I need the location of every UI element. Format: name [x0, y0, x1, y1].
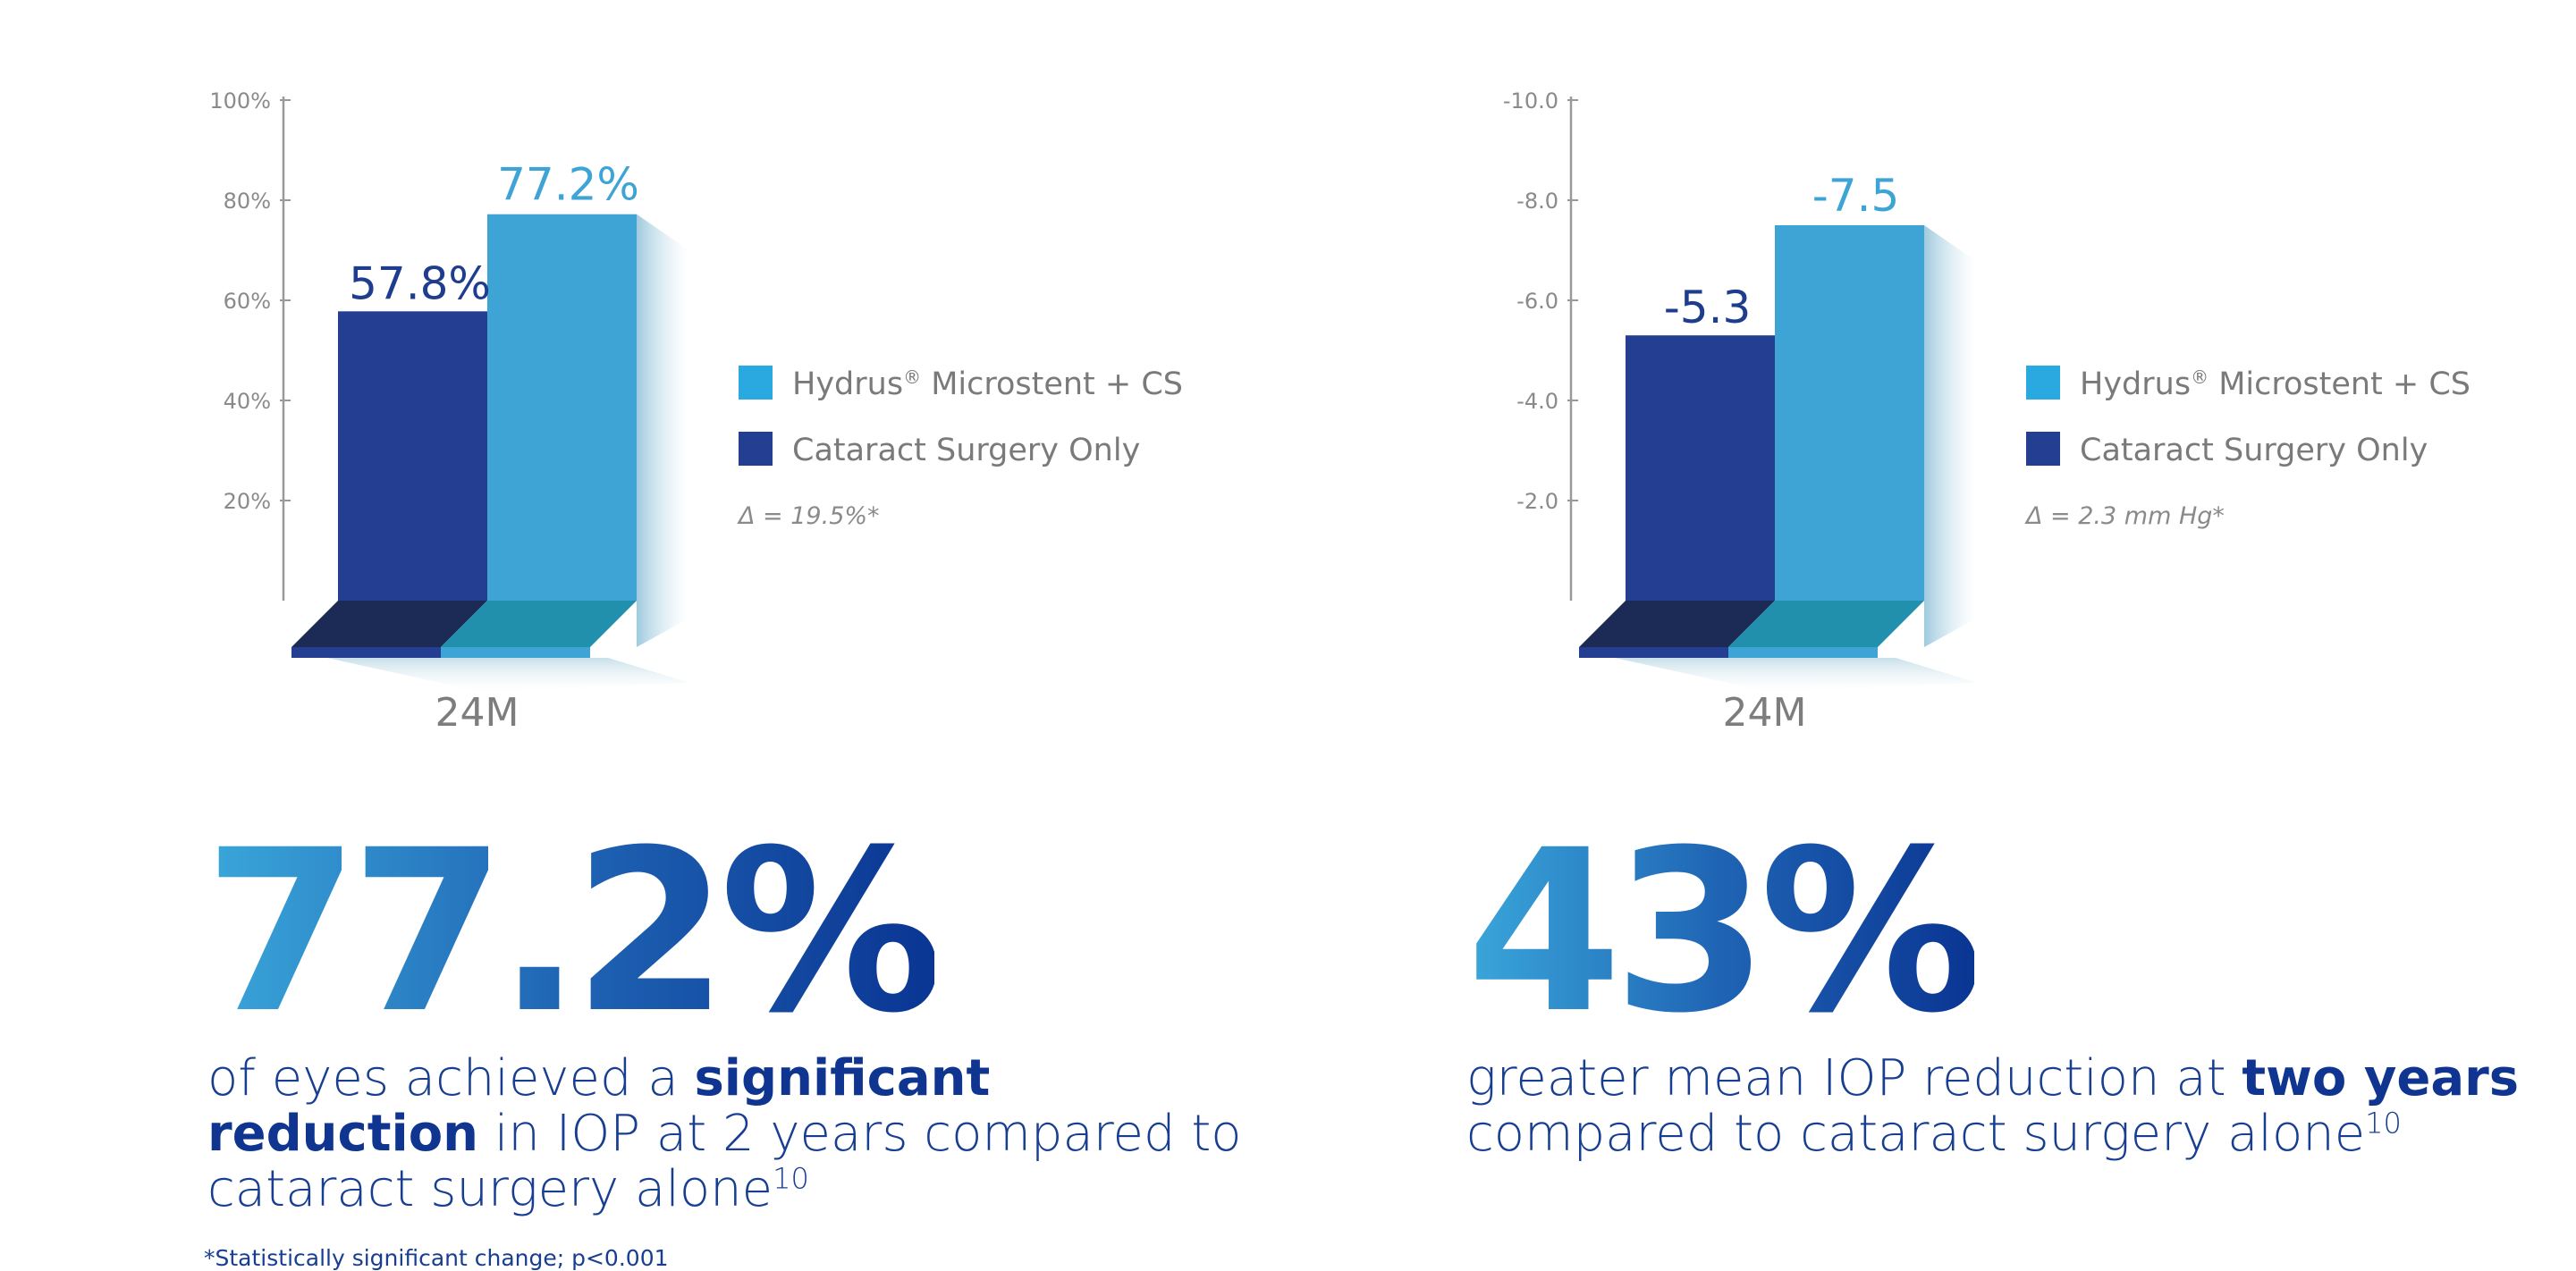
bar-side-shadow — [637, 214, 688, 647]
chart-responder-rate: 20% 40% 60% 80% 100% 57.8%77.2% 24M Hydrus® Mic… — [209, 88, 1183, 736]
bar-hydrus-floor-edge — [441, 647, 590, 658]
bar-cataract-floor-top — [291, 601, 487, 647]
bar-cataract-floor-edge — [291, 647, 441, 658]
bar-cataract-surgery-only — [338, 311, 487, 601]
y-tick-label: -4.0 — [1516, 389, 1558, 414]
y-tick-label: 100% — [209, 88, 271, 114]
delta-annotation: Δ = 2.3 mm Hg* — [2024, 502, 2225, 530]
y-tick-label: -10.0 — [1503, 88, 1558, 114]
legend-label-cataract: Cataract Surgery Only — [2080, 433, 2428, 468]
x-category-label: 24M — [1723, 690, 1807, 736]
legend-swatch-hydrus — [739, 366, 773, 400]
footnote: *Statistically significant change; p<0.0… — [204, 1245, 669, 1271]
stat-iop-description: greater mean IOP reduction at two years … — [1466, 1049, 2520, 1163]
bar-hydrus-floor-top — [441, 601, 637, 647]
y-tick-label: -8.0 — [1516, 189, 1558, 214]
legend-label-hydrus: Hydrus® Microstent + CS — [792, 366, 1183, 402]
value-label-hydrus: 77.2% — [497, 159, 639, 211]
legend-label-cataract: Cataract Surgery Only — [792, 433, 1140, 468]
bar-cataract-floor-edge — [1579, 647, 1728, 658]
y-tick-label: 80% — [224, 189, 271, 214]
bar-hydrus-floor-top — [1728, 601, 1924, 647]
legend-swatch-hydrus — [2026, 366, 2060, 400]
x-category-label: 24M — [435, 690, 519, 736]
stat-responder-description: of eyes achieved a significant reduction… — [207, 1049, 1242, 1218]
floor-shadow — [1615, 658, 1978, 692]
floor-shadow — [327, 658, 690, 692]
legend-swatch-cataract — [739, 432, 773, 466]
y-tick-label: 20% — [224, 489, 271, 514]
y-tick-label: 60% — [224, 289, 271, 314]
bar-hydrus-microstent-cs — [487, 214, 637, 601]
legend-swatch-cataract — [2026, 432, 2060, 466]
value-label-cataract: 57.8% — [349, 257, 491, 309]
value-label-cataract: -5.3 — [1664, 282, 1752, 333]
y-tick-label: 40% — [224, 389, 271, 414]
bar-hydrus-floor-edge — [1728, 647, 1878, 658]
legend-label-hydrus: Hydrus® Microstent + CS — [2080, 366, 2470, 402]
y-tick-label: -6.0 — [1516, 289, 1558, 314]
stat-iop-big-number: 43% — [1466, 802, 1983, 1062]
bar-hydrus-microstent-cs — [1775, 225, 1924, 601]
y-tick-label: -2.0 — [1516, 489, 1558, 514]
delta-annotation: Δ = 19.5%* — [737, 502, 880, 530]
value-label-hydrus: -7.5 — [1812, 170, 1900, 222]
bar-cataract-surgery-only — [1626, 335, 1775, 601]
stat-responder-big-number: 77.2% — [204, 802, 943, 1062]
bar-cataract-floor-top — [1579, 601, 1775, 647]
bar-side-shadow — [1924, 225, 1976, 647]
chart-iop-reduction: -2.0 -4.0 -6.0 -8.0 -10.0 -5.3 -7.5 24M Hydrus® … — [1503, 88, 2470, 736]
